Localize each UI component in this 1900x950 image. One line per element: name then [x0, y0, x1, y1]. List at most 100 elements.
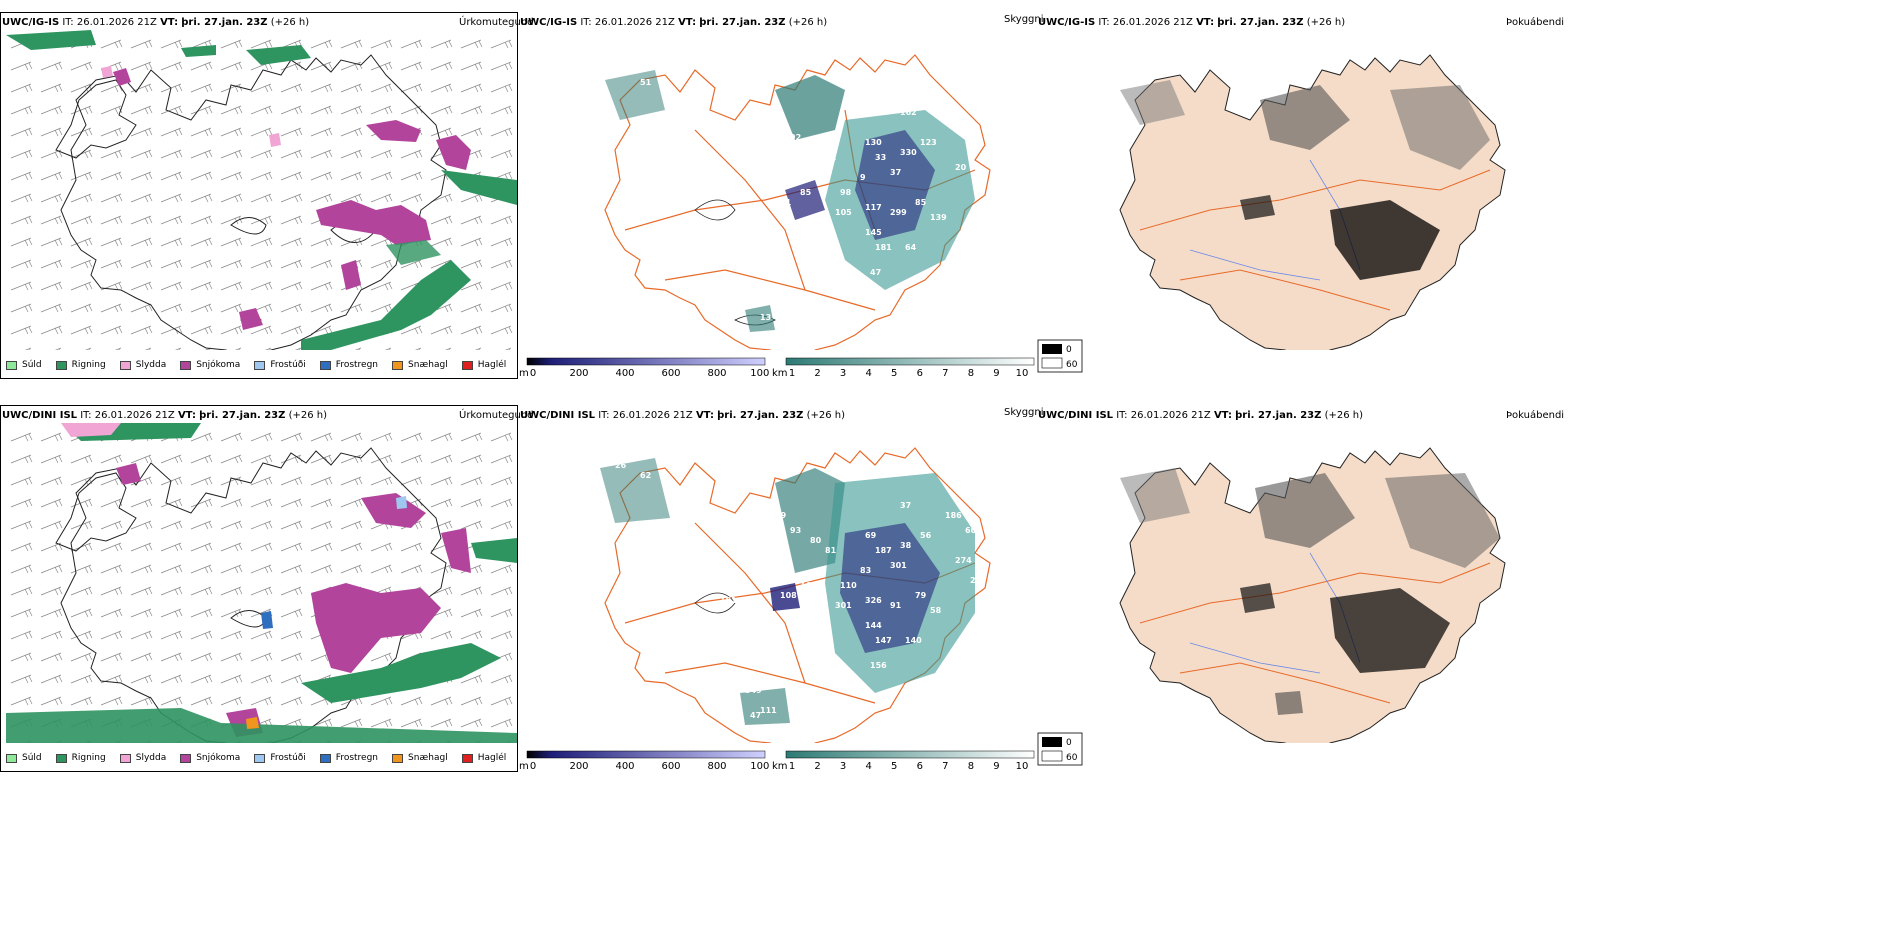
wind-barb	[160, 564, 183, 574]
wind-barb	[280, 303, 303, 313]
wind-barb	[400, 149, 423, 159]
wind-barb	[190, 149, 213, 159]
colorbar-tick-label: 1000	[750, 368, 769, 378]
fog-areas	[1120, 80, 1490, 280]
wind-barb	[10, 281, 33, 291]
wind-barb	[445, 347, 452, 350]
wind-barb	[310, 237, 333, 247]
cloud-base-value: 326	[865, 596, 882, 605]
cloud-base-value: 111	[760, 706, 777, 715]
wind-barb	[160, 105, 183, 115]
wind-barb	[310, 498, 333, 508]
cloud-base-value: 117	[865, 203, 882, 212]
colorbar-tick-label: 800	[707, 368, 726, 378]
wind-barb	[250, 520, 273, 530]
wind-barb	[250, 281, 273, 291]
cloud-base-value: 299	[890, 208, 907, 217]
colorbar-tick-label: 3	[840, 761, 846, 771]
wind-barb	[100, 259, 123, 269]
wind-barb	[100, 564, 123, 574]
wind-barb	[10, 476, 33, 486]
wind-barb	[190, 215, 213, 225]
colorbar-tick-label: 600	[661, 761, 680, 771]
wind-barb	[370, 105, 393, 115]
wind-barb	[220, 564, 243, 574]
legend-item-rain: Rigning	[55, 753, 106, 763]
wind-barb	[10, 215, 33, 225]
wind-barb	[370, 718, 393, 728]
wind-barb	[340, 432, 363, 442]
cloud-base-value: 105	[835, 208, 852, 217]
wind-barb	[400, 542, 423, 552]
wind-barb	[10, 193, 33, 203]
wind-barb	[100, 193, 123, 203]
wind-barb	[400, 171, 423, 181]
colorbar-tick-label: 800	[707, 761, 726, 771]
cloud-base-value: 144	[865, 621, 882, 630]
wind-barb	[100, 127, 123, 137]
svg-text:0: 0	[1066, 345, 1072, 355]
fog-title-2: Þokuábendi	[1506, 410, 1565, 421]
wind-barb	[190, 303, 213, 313]
wind-barb	[310, 149, 333, 159]
colorbar-tick-label: 5	[891, 368, 897, 378]
wind-barb	[160, 193, 183, 203]
wind-barb	[340, 149, 363, 159]
wind-barb	[220, 542, 243, 552]
roads	[1139, 169, 1491, 311]
wind-barb	[250, 674, 273, 684]
cloud-base-value: 20	[845, 73, 857, 82]
wind-barb	[220, 432, 243, 442]
cloud-base-value: 301	[835, 601, 852, 610]
visibility-header: UWC/IG-IS IT: 26.01.2026 21Z VT: þri. 27…	[520, 17, 828, 28]
legend-item-freezing-rain: Frostregn	[319, 753, 378, 763]
legend-item-sleet: Slydda	[119, 753, 166, 763]
wind-barb	[250, 127, 273, 137]
wind-barb	[130, 520, 153, 530]
cloud-base-value: 139	[930, 213, 947, 222]
wind-barb	[310, 259, 333, 269]
cloud-base-value: 81	[780, 198, 792, 207]
cloud-base-value: 549	[745, 686, 762, 695]
wind-barb	[40, 674, 63, 684]
cloud-base-value: 56	[920, 531, 932, 540]
wind-barb	[190, 432, 213, 442]
wind-barb	[250, 193, 273, 203]
wind-barb	[310, 39, 333, 49]
wind-barb	[220, 127, 243, 137]
wind-barb	[220, 83, 243, 93]
wind-barb	[430, 83, 453, 93]
wind-barb	[130, 303, 153, 313]
wind-barb	[130, 61, 153, 71]
wind-barb	[430, 105, 453, 115]
wind-barb	[160, 520, 183, 530]
wind-barb	[220, 61, 243, 71]
wind-barb	[130, 586, 153, 596]
wind-barb	[190, 674, 213, 684]
wind-barb	[130, 83, 153, 93]
wind-barb	[190, 586, 213, 596]
wind-barb	[70, 105, 93, 115]
wind-barb	[25, 347, 32, 350]
wind-barb	[430, 498, 453, 508]
wind-barb	[40, 83, 63, 93]
wind-barb	[490, 127, 513, 137]
wind-barb	[40, 608, 63, 618]
wind-barb	[70, 586, 93, 596]
wind-barb	[490, 520, 513, 530]
wind-barb	[10, 432, 33, 442]
cloud-base-value: 9	[860, 173, 866, 182]
wind-barb	[130, 105, 153, 115]
wind-barb	[10, 303, 33, 313]
wind-barb	[340, 542, 363, 552]
cloud-base-value: 47	[750, 711, 761, 720]
wind-barb	[100, 215, 123, 225]
wind-barb	[40, 476, 63, 486]
wind-barb	[205, 347, 212, 350]
wind-barb	[190, 520, 213, 530]
wind-barb	[490, 498, 513, 508]
wind-barb	[400, 259, 423, 269]
wind-barb	[55, 347, 62, 350]
wind-barb	[490, 454, 513, 464]
